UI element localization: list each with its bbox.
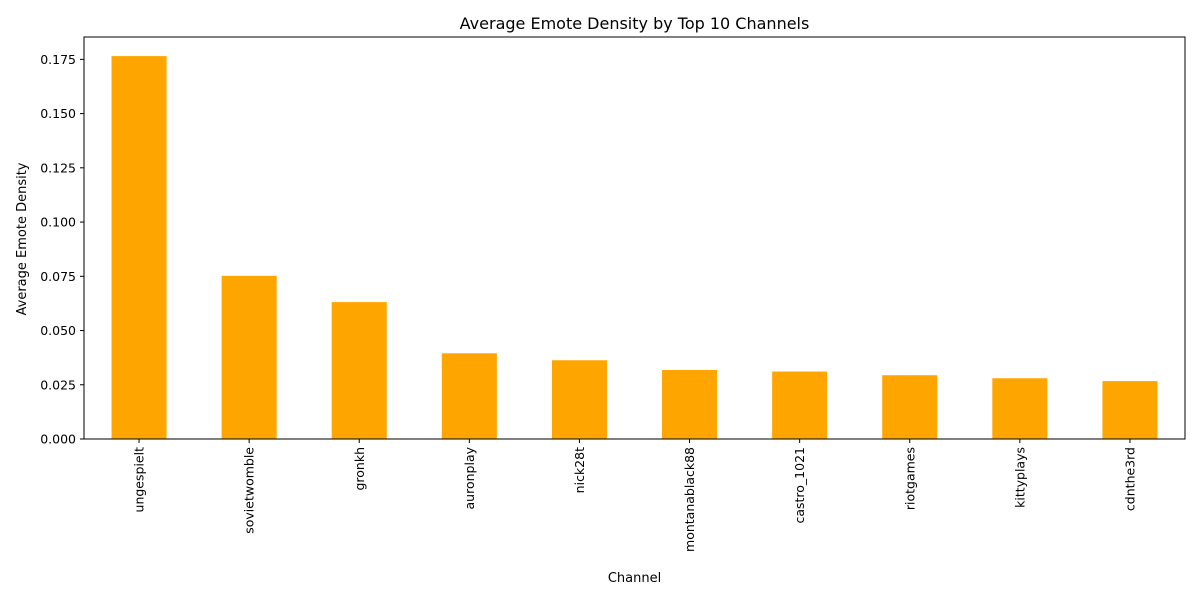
y-tick-label: 0.100 bbox=[40, 215, 76, 230]
x-tick-label: castro_1021 bbox=[792, 447, 807, 524]
bar-auronplay bbox=[441, 353, 497, 439]
bar-riotgames bbox=[882, 375, 938, 439]
y-tick-label: 0.000 bbox=[40, 432, 76, 447]
y-tick-label: 0.125 bbox=[40, 160, 76, 175]
x-axis-label: Channel bbox=[608, 571, 661, 586]
bar-ungespielt bbox=[111, 56, 167, 440]
plot-frame bbox=[83, 36, 1186, 440]
y-tick-label: 0.025 bbox=[40, 377, 76, 392]
x-tick-label: auronplay bbox=[462, 446, 477, 509]
bar-cdnthe3rd bbox=[1102, 381, 1158, 439]
y-axis-label: Average Emote Density bbox=[15, 162, 30, 315]
x-tick-label: ungespielt bbox=[132, 447, 147, 513]
x-tick-label: gronkh bbox=[352, 447, 367, 491]
bar-gronkh bbox=[331, 302, 387, 439]
x-tick-label: riotgames bbox=[902, 447, 917, 510]
bar-kittyplays bbox=[992, 378, 1048, 439]
chart-title: Average Emote Density by Top 10 Channels bbox=[460, 14, 810, 33]
bar-castro_1021 bbox=[772, 371, 828, 439]
y-tick-label: 0.050 bbox=[40, 323, 76, 338]
x-tick-label: sovietwomble bbox=[242, 447, 257, 534]
x-tick-label: kittyplays bbox=[1012, 447, 1027, 508]
bar-nick28t bbox=[551, 360, 607, 439]
x-tick-label: cdnthe3rd bbox=[1122, 447, 1137, 511]
x-tick-label: montanablack88 bbox=[682, 447, 697, 552]
x-tick-label: nick28t bbox=[572, 447, 587, 493]
y-tick-label: 0.075 bbox=[40, 269, 76, 284]
bar-sovietwomble bbox=[221, 275, 277, 439]
y-tick-label: 0.150 bbox=[40, 106, 76, 121]
bar-montanablack88 bbox=[662, 370, 718, 439]
y-tick-label: 0.175 bbox=[40, 52, 76, 67]
